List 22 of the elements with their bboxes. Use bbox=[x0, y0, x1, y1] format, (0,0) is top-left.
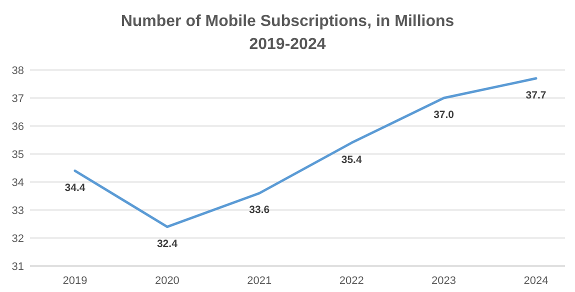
x-tick-label: 2024 bbox=[524, 275, 548, 287]
x-tick-label: 2019 bbox=[62, 275, 88, 287]
y-tick-label: 36 bbox=[12, 121, 24, 133]
x-tick-label: 2022 bbox=[339, 275, 364, 287]
y-tick-label: 31 bbox=[12, 261, 24, 273]
x-tick-label: 2021 bbox=[247, 275, 272, 287]
y-tick-label: 32 bbox=[12, 233, 24, 245]
y-tick-label: 34 bbox=[12, 177, 24, 189]
chart-subtitle: 2019-2024 bbox=[249, 36, 326, 53]
data-label: 32.4 bbox=[156, 238, 178, 250]
data-label: 33.6 bbox=[249, 204, 270, 216]
data-label: 37.0 bbox=[434, 109, 454, 121]
chart-title: Number of Mobile Subscriptions, in Millions bbox=[120, 13, 454, 30]
x-tick-label: 2020 bbox=[154, 275, 180, 287]
y-tick-label: 33 bbox=[12, 205, 24, 217]
y-tick-label: 35 bbox=[12, 149, 24, 161]
data-label: 34.4 bbox=[64, 182, 86, 194]
data-label: 35.4 bbox=[341, 154, 362, 166]
y-tick-label: 38 bbox=[12, 65, 24, 77]
x-tick-label: 2023 bbox=[432, 275, 456, 287]
y-tick-label: 37 bbox=[12, 93, 24, 105]
data-label: 37.7 bbox=[526, 89, 546, 102]
